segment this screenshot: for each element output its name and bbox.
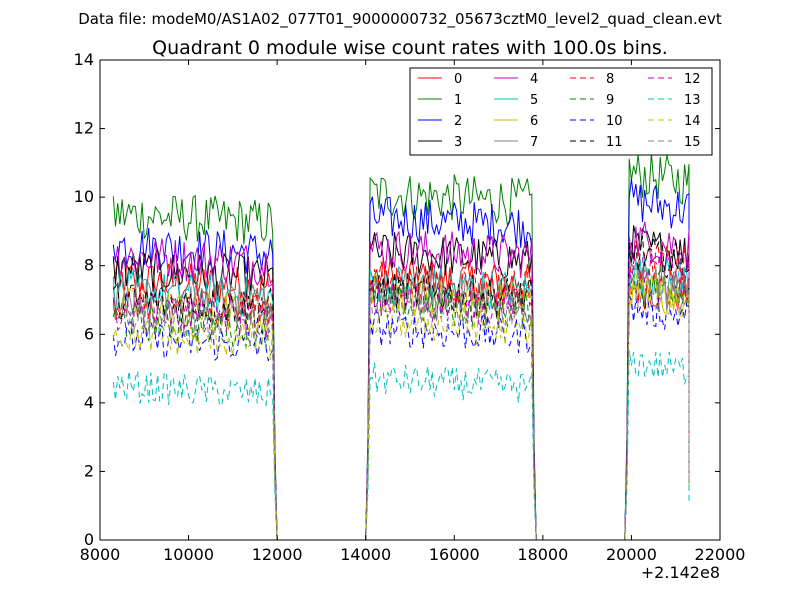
x-tick-label: 12000 [252, 545, 303, 564]
legend-label-2: 2 [454, 114, 462, 129]
legend-label-7: 7 [530, 135, 538, 150]
legend-label-6: 6 [530, 114, 538, 129]
x-tick-label: 8000 [80, 545, 121, 564]
series-line-12 [112, 250, 690, 541]
x-tick-label: 20000 [606, 545, 657, 564]
y-tick-label: 12 [74, 119, 94, 138]
y-tick-label: 8 [84, 256, 94, 275]
x-tick-label: 14000 [340, 545, 391, 564]
y-tick-label: 4 [84, 393, 94, 412]
legend-label-10: 10 [606, 114, 623, 129]
legend-label-0: 0 [454, 72, 462, 87]
x-tick-label: 16000 [429, 545, 480, 564]
series-line-10 [112, 291, 690, 541]
legend-label-5: 5 [530, 93, 538, 108]
legend-label-11: 11 [606, 135, 623, 150]
series-line-13 [112, 350, 690, 541]
legend-label-4: 4 [530, 72, 538, 87]
y-tick-label: 10 [74, 187, 94, 206]
x-offset-label: +2.142e8 [641, 563, 720, 582]
plot-frame [99, 59, 721, 541]
series-line-11 [112, 234, 690, 541]
x-tick-label: 10000 [163, 545, 214, 564]
x-tick-label: 22000 [695, 545, 746, 564]
y-tick-label: 14 [74, 50, 94, 69]
chart-suptitle: Data file: modeM0/AS1A02_077T01_90000007… [78, 10, 722, 29]
axis-ticks: 8000 10000 12000 14000 16000 18000 20000 22000 0… [74, 50, 746, 564]
legend-label-15: 15 [684, 135, 701, 150]
chart-title: Quadrant 0 module wise count rates with … [152, 37, 668, 59]
plot-area [112, 152, 690, 541]
legend-label-8: 8 [606, 72, 614, 87]
series-line-2 [112, 179, 690, 541]
y-tick-label: 6 [84, 324, 94, 343]
legend-label-13: 13 [684, 93, 701, 108]
legend-label-1: 1 [454, 93, 462, 108]
x-tick-label: 18000 [517, 545, 568, 564]
legend-label-9: 9 [606, 93, 614, 108]
legend-label-12: 12 [684, 72, 701, 87]
legend-label-3: 3 [454, 135, 462, 150]
y-tick-label: 2 [84, 461, 94, 480]
legend-label-14: 14 [684, 114, 701, 129]
y-tick-label: 0 [84, 530, 94, 549]
series-line-1 [112, 152, 690, 541]
